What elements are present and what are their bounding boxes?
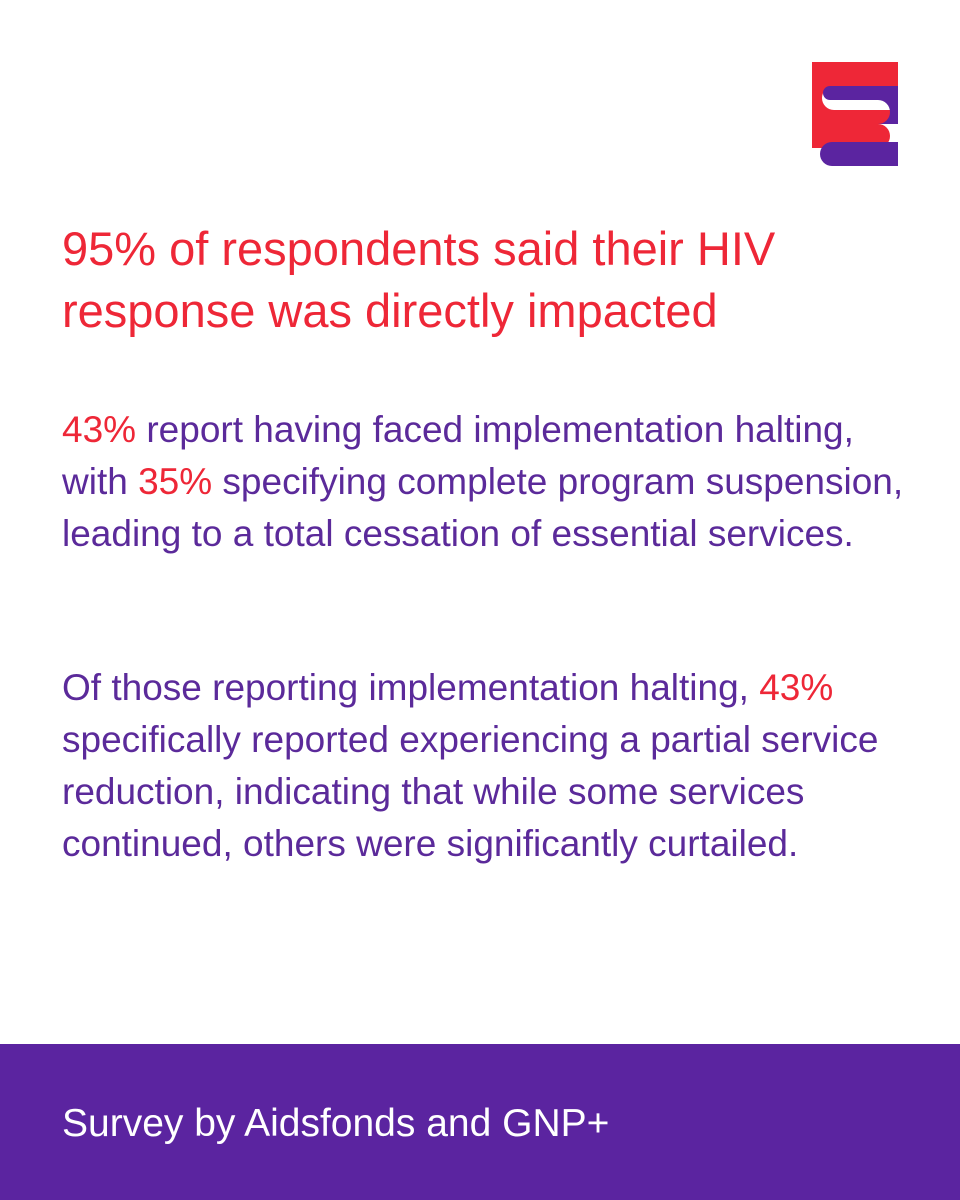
paragraph-text: report having faced implementation halti… xyxy=(62,409,854,502)
source-credit: Survey by Aidsfonds and GNP+ xyxy=(62,1102,610,1145)
headline: 95% of respondents said their HIV respon… xyxy=(62,222,776,337)
footer-band xyxy=(0,1044,960,1200)
paragraph-halting: 43% report having faced implementation h… xyxy=(62,404,922,560)
stat-halting: 43% xyxy=(62,409,137,450)
logo-upper-band xyxy=(812,86,898,124)
paragraph-text: specifying complete program suspension, … xyxy=(62,461,904,554)
paragraph-text: Of those reporting implementation haltin… xyxy=(62,667,760,708)
logo-purple-band xyxy=(823,86,898,124)
logo-top-bar xyxy=(812,62,898,86)
aidsfonds-logo-icon xyxy=(812,62,898,166)
paragraph-text: specifically reported experiencing a par… xyxy=(62,719,879,864)
stat-suspension: 35% xyxy=(138,461,213,502)
stat-partial-reduction: 43% xyxy=(759,667,834,708)
paragraph-partial-reduction: Of those reporting implementation haltin… xyxy=(62,662,922,870)
logo-bottom-band xyxy=(820,142,898,166)
